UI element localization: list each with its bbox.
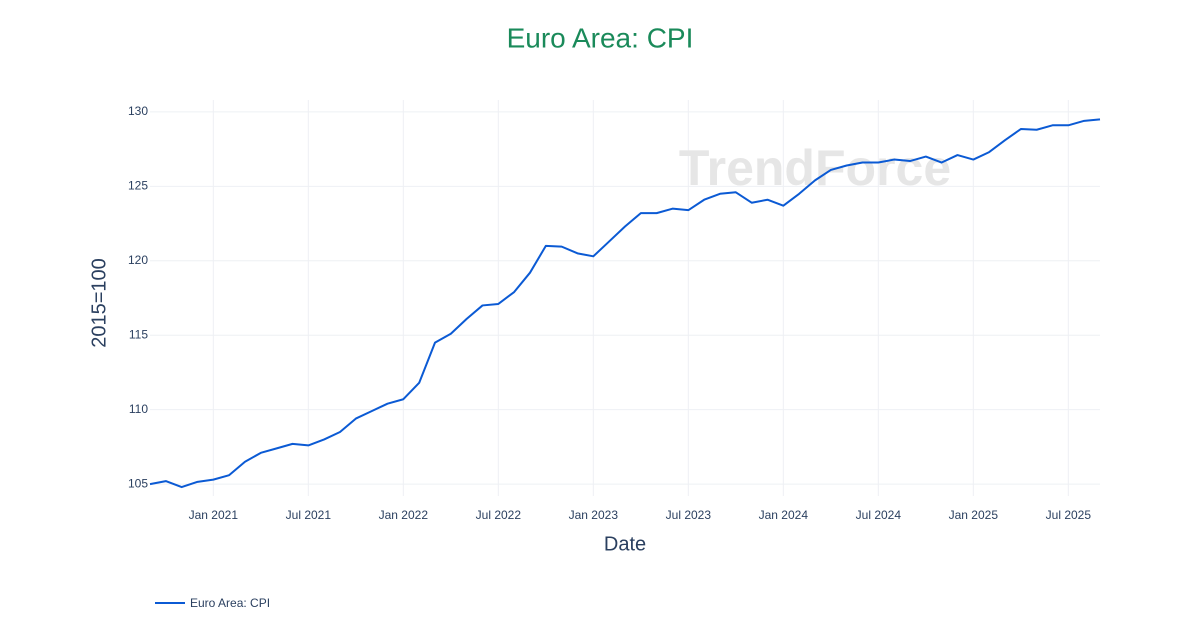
legend-label: Euro Area: CPI <box>190 596 270 610</box>
x-axis-title: Date <box>604 533 646 555</box>
x-tick-label: Jan 2024 <box>759 508 809 522</box>
y-tick-label: 115 <box>129 327 148 341</box>
x-tick-label: Jan 2022 <box>379 508 429 522</box>
x-tick-label: Jul 2025 <box>1046 508 1092 522</box>
grid <box>150 100 1100 496</box>
watermark: TrendForce <box>679 140 951 196</box>
x-tick-label: Jul 2021 <box>286 508 332 522</box>
x-tick-label: Jul 2023 <box>666 508 712 522</box>
x-tick-label: Jan 2023 <box>569 508 619 522</box>
y-tick-label: 105 <box>128 476 148 490</box>
x-tick-label: Jul 2024 <box>856 508 902 522</box>
x-tick-label: Jan 2021 <box>189 508 239 522</box>
x-tick-label: Jul 2022 <box>476 508 522 522</box>
x-tick-label: Jan 2025 <box>949 508 999 522</box>
y-tick-label: 130 <box>128 104 148 118</box>
y-tick-label: 110 <box>129 402 148 416</box>
y-tick-label: 120 <box>128 253 148 267</box>
y-axis-title: 2015=100 <box>88 258 110 348</box>
y-tick-label: 125 <box>128 179 148 193</box>
data-line <box>149 118 1101 489</box>
chart-title: Euro Area: CPI <box>507 22 694 53</box>
